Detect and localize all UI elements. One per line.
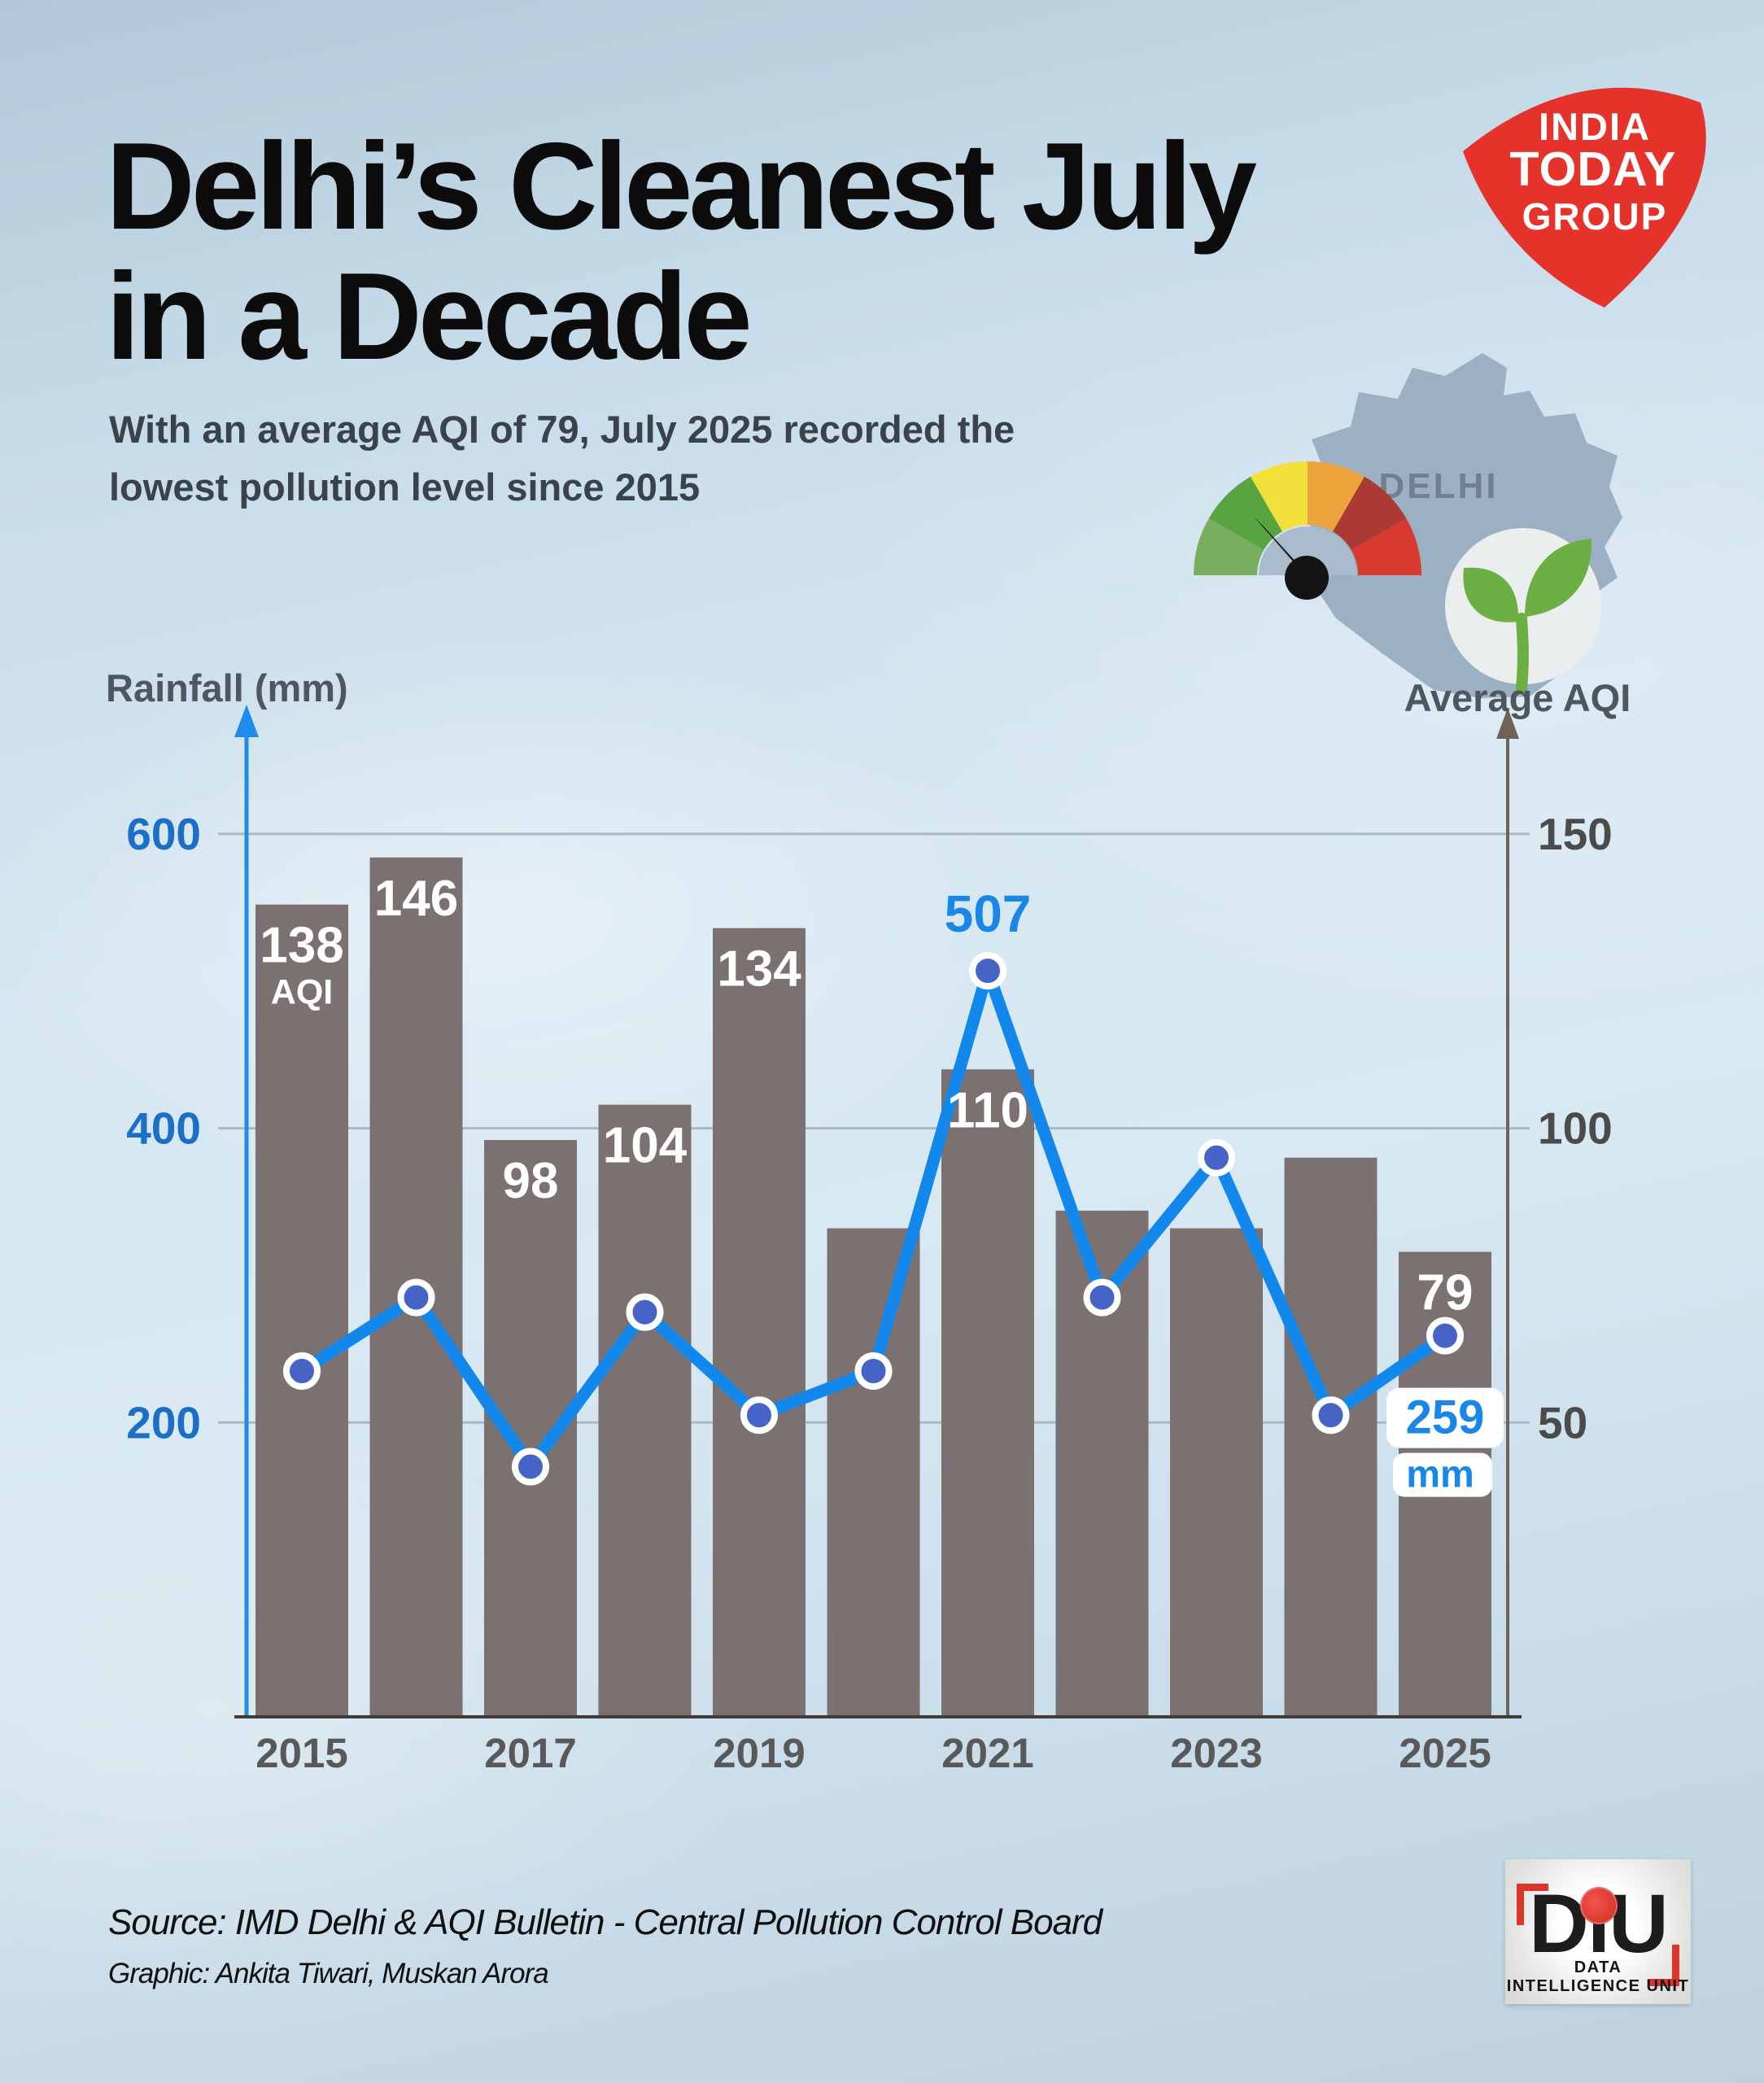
page-title: Delhi’s Cleanest July in a Decade	[106, 117, 1257, 386]
rain-point-2022	[1083, 1278, 1121, 1317]
right-tick-100: 100	[1538, 1103, 1613, 1154]
aqi-gauge-hub	[1285, 556, 1329, 600]
rain-point-2025	[1426, 1317, 1464, 1355]
diu-tagline: DATA INTELLIGENCE UNIT	[1506, 1959, 1690, 1995]
page-title-line-2: in a Decade	[106, 247, 753, 386]
page-subtitle: With an average AQI of 79, July 2025 rec…	[109, 400, 1015, 517]
bar-2019	[713, 928, 806, 1717]
page-subtitle-line-1: With an average AQI of 79, July 2025 rec…	[109, 408, 1015, 451]
rain-value-pill	[1386, 1387, 1504, 1448]
leaf-icon	[1525, 539, 1592, 617]
bar-2023	[1170, 1228, 1263, 1717]
bar-2020	[827, 1228, 920, 1717]
diu-brain-dot-icon	[1580, 1887, 1618, 1924]
gauge-segment-0	[1194, 518, 1264, 575]
aqi-gauge-hole	[1259, 526, 1356, 575]
rain-point-2015	[283, 1352, 321, 1391]
right-tick-150: 150	[1538, 809, 1613, 859]
india-today-line-2: TODAY	[1509, 142, 1676, 196]
source-block: Source: IMD Delhi & AQI Bulletin - Centr…	[108, 1902, 1102, 1990]
x-tick-2017: 2017	[484, 1730, 576, 1776]
bar-label-2015: 138	[260, 918, 343, 974]
diu-bracket-icon	[1517, 1884, 1548, 1925]
right-axis-arrow-icon	[1496, 708, 1519, 739]
x-tick-2021: 2021	[941, 1730, 1033, 1776]
rain-point-2020	[854, 1352, 893, 1391]
page-title-line-1: Delhi’s Cleanest July	[106, 117, 1257, 255]
rain-point-2018	[626, 1293, 664, 1331]
left-tick-200: 200	[126, 1397, 201, 1448]
rain-point-2017	[512, 1448, 549, 1486]
rain-point-2024	[1312, 1396, 1350, 1435]
leaf-icon	[1463, 567, 1519, 622]
delhi-map-label: DELHI	[1379, 466, 1499, 506]
gauge-segment-4	[1333, 476, 1407, 550]
bar-2021	[941, 1069, 1034, 1717]
bar-2018	[598, 1104, 692, 1717]
rain-value-label: 259	[1406, 1391, 1485, 1444]
gauge-segment-5	[1351, 518, 1421, 575]
aqi-gauge	[1194, 461, 1421, 575]
credit-line: Graphic: Ankita Tiwari, Muskan Arora	[108, 1958, 549, 1989]
bar-2024	[1284, 1157, 1378, 1717]
bar-label-2016: 146	[374, 871, 458, 927]
bar-unit-label: AQI	[271, 973, 333, 1012]
india-today-logo-shape	[1463, 87, 1706, 308]
left-axis-arrow-icon	[234, 705, 259, 737]
rain-unit-label: mm	[1406, 1452, 1474, 1496]
diu-logo: DiU DATA INTELLIGENCE UNIT	[1505, 1859, 1691, 2004]
page-subtitle-line-2: lowest pollution level since 2015	[109, 465, 701, 509]
bar-label-2025: 79	[1417, 1265, 1474, 1321]
source-line: Source: IMD Delhi & AQI Bulletin - Centr…	[108, 1902, 1102, 1942]
india-today-line-1: INDIA	[1539, 105, 1651, 148]
x-tick-2025: 2025	[1399, 1730, 1491, 1776]
bar-label-2017: 98	[503, 1153, 559, 1209]
india-today-line-3: GROUP	[1522, 195, 1668, 238]
bar-label-2018: 104	[603, 1118, 688, 1174]
rain-unit-pill	[1393, 1452, 1492, 1497]
bar-label-2019: 134	[717, 941, 801, 998]
leaf-stem	[1516, 613, 1529, 694]
left-axis-title: Rainfall (mm)	[106, 666, 348, 710]
rain-peak-label: 507	[945, 884, 1032, 943]
right-tick-50: 50	[1538, 1397, 1587, 1448]
x-tick-2019: 2019	[713, 1730, 805, 1776]
gauge-segment-3	[1308, 461, 1364, 532]
rain-point-2019	[740, 1396, 778, 1435]
gauge-segment-2	[1251, 461, 1308, 532]
rain-point-2021	[969, 952, 1006, 990]
gauge-segment-1	[1208, 476, 1282, 550]
right-axis-title: Average AQI	[1404, 676, 1631, 719]
bar-label-2021: 110	[947, 1082, 1028, 1138]
left-tick-600: 600	[126, 809, 201, 859]
bar-2015	[255, 904, 348, 1717]
x-tick-2023: 2023	[1170, 1730, 1262, 1776]
x-tick-2015: 2015	[255, 1730, 347, 1776]
diu-bracket-icon	[1648, 1945, 1679, 1986]
rain-point-2016	[397, 1278, 435, 1317]
rain-point-2023	[1198, 1138, 1235, 1177]
left-tick-400: 400	[126, 1103, 201, 1154]
